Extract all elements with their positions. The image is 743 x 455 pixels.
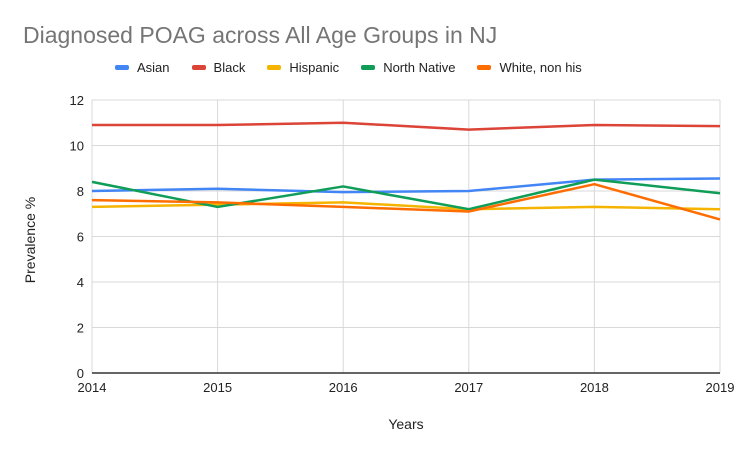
x-tick-label: 2015 [203, 380, 232, 395]
x-tick-label: 2016 [329, 380, 358, 395]
legend-swatch [267, 65, 282, 70]
series-line-black [92, 121, 721, 131]
legend-item[interactable]: North Native [361, 60, 455, 75]
y-tick-label: 8 [77, 184, 84, 199]
legend-item[interactable]: Asian [115, 60, 170, 75]
y-tick-label: 6 [77, 230, 84, 245]
series-line-hispanic [91, 201, 721, 211]
y-tick-label: 2 [77, 321, 84, 336]
legend-label: Asian [137, 60, 170, 75]
series-line-white-non-his [91, 182, 721, 221]
legend-item[interactable]: White, non his [477, 60, 582, 75]
legend-item[interactable]: Black [191, 60, 246, 75]
legend-label: Hispanic [289, 60, 340, 75]
legend-item[interactable]: Hispanic [267, 60, 339, 75]
legend: Asian Black Hispanic North Native White, non… [115, 60, 582, 75]
legend-swatch [191, 65, 206, 70]
legend-label: White, non his [499, 60, 582, 75]
x-tick-label: 2019 [706, 380, 735, 395]
legend-swatch [477, 65, 492, 70]
legend-label: North Native [383, 60, 456, 75]
chart-title: Diagnosed POAG across All Age Groups in … [23, 22, 498, 48]
legend-label: Black [213, 60, 246, 75]
y-tick-label: 0 [77, 366, 84, 381]
legend-swatch [115, 65, 129, 70]
y-tick-label: 10 [70, 139, 84, 154]
y-tick-label: 4 [77, 275, 84, 290]
series-line-asian [91, 177, 721, 194]
x-tick-label: 2014 [78, 380, 107, 395]
y-axis-title: Prevalence % [22, 197, 38, 283]
x-tick-label: 2018 [580, 380, 609, 395]
x-tick-label: 2017 [454, 380, 483, 395]
x-axis-title: Years [388, 416, 423, 432]
legend-swatch [361, 65, 376, 70]
y-tick-label: 12 [70, 93, 84, 108]
